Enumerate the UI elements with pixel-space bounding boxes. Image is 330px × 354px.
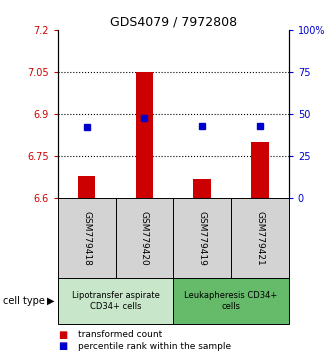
Text: ▶: ▶	[48, 296, 55, 306]
Bar	[231, 198, 289, 278]
Text: transformed count: transformed count	[78, 330, 162, 339]
Bar	[251, 142, 269, 198]
Bar	[173, 278, 289, 324]
Text: GSM779419: GSM779419	[198, 211, 207, 266]
Bar	[78, 176, 95, 198]
Text: Leukapheresis CD34+
cells: Leukapheresis CD34+ cells	[184, 291, 278, 310]
Text: GSM779420: GSM779420	[140, 211, 149, 266]
Text: Lipotransfer aspirate
CD34+ cells: Lipotransfer aspirate CD34+ cells	[72, 291, 159, 310]
Bar	[58, 198, 115, 278]
Text: percentile rank within the sample: percentile rank within the sample	[78, 342, 231, 351]
Text: GSM779418: GSM779418	[82, 211, 91, 266]
Title: GDS4079 / 7972808: GDS4079 / 7972808	[110, 16, 237, 29]
Bar	[193, 179, 211, 198]
Text: GSM779421: GSM779421	[255, 211, 264, 266]
Bar	[115, 198, 173, 278]
Text: ■: ■	[58, 341, 67, 351]
Text: cell type: cell type	[3, 296, 45, 306]
Bar	[136, 72, 153, 198]
Bar	[58, 278, 173, 324]
Text: ■: ■	[58, 330, 67, 339]
Bar	[173, 198, 231, 278]
